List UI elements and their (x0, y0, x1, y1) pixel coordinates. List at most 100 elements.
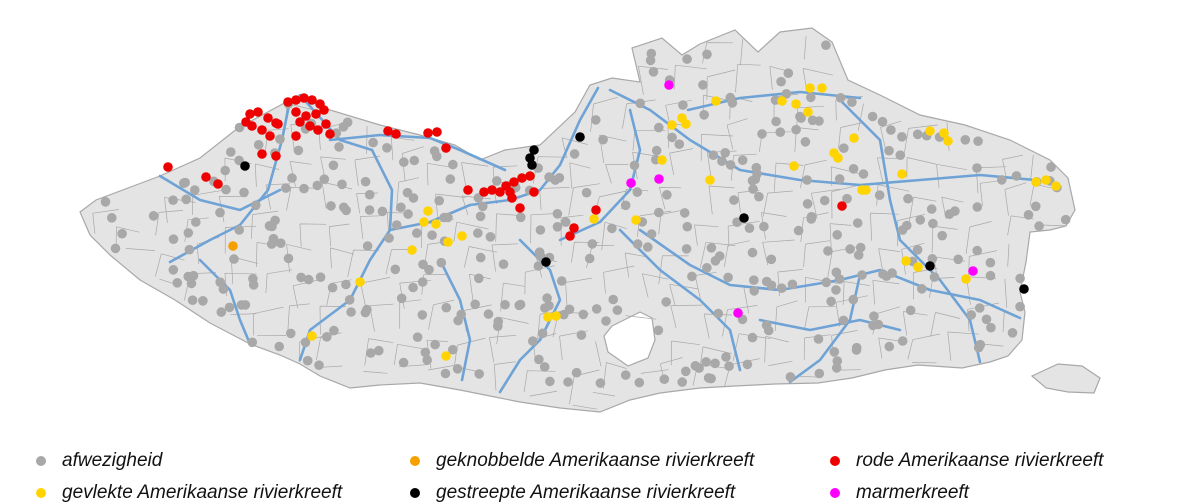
enclave-outline (1032, 364, 1100, 393)
observation-point-rood (271, 151, 281, 161)
observation-point-afwezigheid (729, 195, 739, 205)
observation-point-afwezigheid (849, 295, 859, 305)
observation-point-gevlekt (1031, 177, 1041, 187)
observation-point-afwezigheid (399, 358, 409, 368)
observation-point-marmer (654, 174, 664, 184)
observation-point-afwezigheid (101, 197, 111, 207)
observation-point-geknobbeld (228, 241, 238, 251)
observation-point-afwezigheid (296, 273, 306, 283)
observation-point-afwezigheid (403, 209, 413, 219)
observation-point-afwezigheid (437, 258, 447, 268)
observation-point-rood (163, 162, 173, 172)
observation-point-afwezigheid (854, 250, 864, 260)
observation-point-afwezigheid (647, 229, 657, 239)
observation-point-afwezigheid (1012, 171, 1022, 181)
observation-point-afwezigheid (412, 228, 422, 238)
observation-point-afwezigheid (111, 244, 121, 254)
observation-point-afwezigheid (916, 215, 926, 225)
observation-point-afwezigheid (149, 211, 159, 221)
observation-point-afwezigheid (717, 156, 727, 166)
observation-point-rood (257, 125, 267, 135)
observation-point-gestreept (739, 213, 749, 223)
observation-point-afwezigheid (937, 231, 947, 241)
observation-point-gevlekt (1041, 175, 1051, 185)
observation-point-afwezigheid (281, 183, 291, 193)
observation-point-afwezigheid (334, 142, 344, 152)
observation-point-afwezigheid (1008, 328, 1018, 338)
observation-point-gevlekt (961, 274, 971, 284)
observation-point-afwezigheid (229, 254, 239, 264)
observation-point-afwezigheid (544, 172, 554, 182)
observation-point-afwezigheid (107, 213, 117, 223)
observation-point-rood (283, 97, 293, 107)
observation-point-afwezigheid (691, 361, 701, 371)
observation-point-afwezigheid (585, 254, 595, 264)
observation-point-afwezigheid (591, 115, 601, 125)
observation-point-gevlekt (419, 217, 429, 227)
observation-point-afwezigheid (397, 294, 407, 304)
observation-point-afwezigheid (596, 378, 606, 388)
observation-point-afwezigheid (771, 117, 781, 127)
observation-point-afwezigheid (903, 194, 913, 204)
observation-point-afwezigheid (831, 285, 841, 295)
legend-item-afwezigheid: afwezigheid (36, 450, 162, 472)
observation-point-afwezigheid (117, 229, 127, 239)
observation-point-afwezigheid (647, 49, 657, 59)
observation-point-afwezigheid (806, 93, 816, 103)
observation-point-afwezigheid (654, 208, 664, 218)
observation-point-afwezigheid (913, 130, 923, 140)
observation-point-afwezigheid (832, 268, 842, 278)
observation-point-afwezigheid (791, 125, 801, 135)
observation-point-afwezigheid (972, 163, 982, 173)
observation-point-afwezigheid (561, 217, 571, 227)
observation-point-rood (432, 127, 442, 137)
legend-item-gestreept: gestreepte Amerikaanse rivierkreeft (410, 482, 735, 504)
observation-point-gestreept (925, 261, 935, 271)
observation-point-afwezigheid (633, 187, 643, 197)
observation-point-rood (463, 185, 473, 195)
observation-point-afwezigheid (878, 117, 888, 127)
observation-point-afwezigheid (294, 146, 304, 156)
observation-point-rood (515, 203, 525, 213)
observation-point-afwezigheid (421, 348, 431, 358)
observation-point-gevlekt (817, 83, 827, 93)
observation-point-gevlekt (897, 169, 907, 179)
observation-point-afwezigheid (191, 217, 201, 227)
observation-point-afwezigheid (181, 195, 191, 205)
observation-point-afwezigheid (832, 230, 842, 240)
observation-point-afwezigheid (326, 201, 336, 211)
observation-point-afwezigheid (702, 50, 712, 60)
observation-point-marmer (733, 308, 743, 318)
observation-point-afwezigheid (328, 283, 338, 293)
observation-point-afwezigheid (516, 213, 526, 223)
observation-point-gevlekt (711, 96, 721, 106)
observation-point-afwezigheid (832, 363, 842, 373)
observation-point-afwezigheid (749, 275, 759, 285)
observation-point-afwezigheid (852, 345, 862, 355)
observation-point-afwezigheid (542, 293, 552, 303)
observation-point-afwezigheid (470, 300, 480, 310)
observation-point-afwezigheid (486, 232, 496, 242)
observation-point-afwezigheid (430, 340, 440, 350)
observation-point-afwezigheid (473, 228, 483, 238)
observation-point-afwezigheid (345, 295, 355, 305)
observation-point-afwezigheid (821, 40, 831, 50)
observation-point-afwezigheid (711, 256, 721, 266)
observation-point-afwezigheid (887, 268, 897, 278)
observation-point-gevlekt (657, 155, 667, 165)
observation-point-afwezigheid (786, 372, 796, 382)
legend-label-afwezigheid: afwezigheid (62, 450, 162, 472)
observation-point-afwezigheid (859, 169, 869, 179)
observation-point-afwezigheid (418, 310, 428, 320)
observation-point-rood (591, 205, 601, 215)
observation-point-afwezigheid (654, 326, 664, 336)
observation-point-afwezigheid (538, 329, 548, 339)
observation-point-afwezigheid (752, 163, 762, 173)
observation-point-afwezigheid (945, 209, 955, 219)
observation-point-rood (441, 143, 451, 153)
observation-point-afwezigheid (662, 190, 672, 200)
observation-point-afwezigheid (759, 222, 769, 232)
observation-point-afwezigheid (826, 297, 836, 307)
observation-point-gevlekt (355, 277, 365, 287)
observation-point-afwezigheid (764, 326, 774, 336)
